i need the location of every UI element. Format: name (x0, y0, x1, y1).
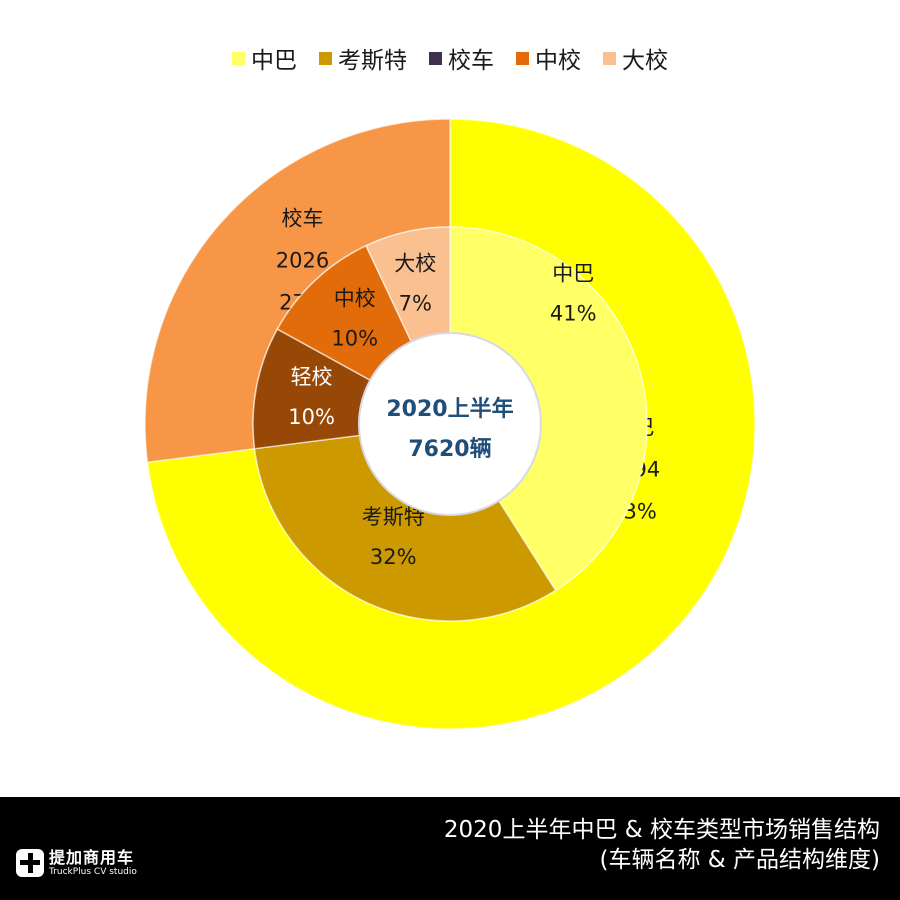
inner-ring-label: 41% (550, 302, 597, 326)
inner-ring-label: 轻校 (291, 365, 333, 389)
logo-en-text: TruckPlus CV studio (49, 866, 137, 877)
brand-logo: 提加商用车 TruckPlus CV studio (16, 849, 137, 877)
truckplus-logo-icon (16, 849, 44, 877)
inner-ring-label: 32% (370, 545, 417, 569)
inner-ring-label: 7% (399, 292, 432, 316)
legend-swatch (603, 51, 616, 65)
caption-line-1: 2020上半年中巴 & 校车类型市场销售结构 (443, 817, 880, 843)
donut-center (358, 332, 542, 516)
legend-label: 中校 (535, 48, 581, 74)
legend-label: 考斯特 (338, 48, 407, 74)
inner-ring-label: 中巴 (552, 262, 594, 286)
legend-item: 考斯特 (319, 41, 407, 75)
legend-label: 大校 (622, 48, 668, 74)
legend-item: 大校 (603, 41, 668, 75)
legend-item: 校车 (429, 41, 494, 75)
inner-ring-label: 大校 (394, 252, 436, 276)
inner-ring-label: 中校 (334, 286, 376, 310)
legend-item: 中巴 (232, 41, 297, 75)
outer-ring-label: 校车 (281, 207, 323, 231)
inner-ring-label: 考斯特 (362, 505, 425, 529)
legend-swatch (516, 51, 529, 65)
caption-line-2: (车辆名称 & 产品结构维度) (599, 847, 880, 873)
center-label: 2020上半年 (386, 396, 513, 422)
legend-swatch (429, 51, 442, 65)
legend-swatch (319, 51, 332, 65)
chart-caption: 2020上半年中巴 & 校车类型市场销售结构 (车辆名称 & 产品结构维度) (444, 815, 880, 875)
double-donut-chart: 中巴559473%校车202627%中巴41%考斯特32%轻校10%中校10%大… (144, 118, 756, 730)
outer-ring-label: 2026 (276, 249, 329, 273)
logo-cn-text: 提加商用车 (49, 847, 135, 867)
inner-ring-label: 10% (331, 326, 378, 350)
legend-label: 中巴 (251, 48, 297, 74)
center-label: 7620辆 (408, 436, 491, 462)
inner-ring-label: 10% (288, 405, 335, 429)
footer-banner: 提加商用车 TruckPlus CV studio 2020上半年中巴 & 校车… (0, 797, 900, 900)
legend-item: 中校 (516, 41, 581, 75)
legend-label: 校车 (448, 48, 494, 74)
legend-swatch (232, 51, 245, 65)
chart-legend: 中巴 考斯特 校车 中校 大校 (0, 40, 900, 76)
